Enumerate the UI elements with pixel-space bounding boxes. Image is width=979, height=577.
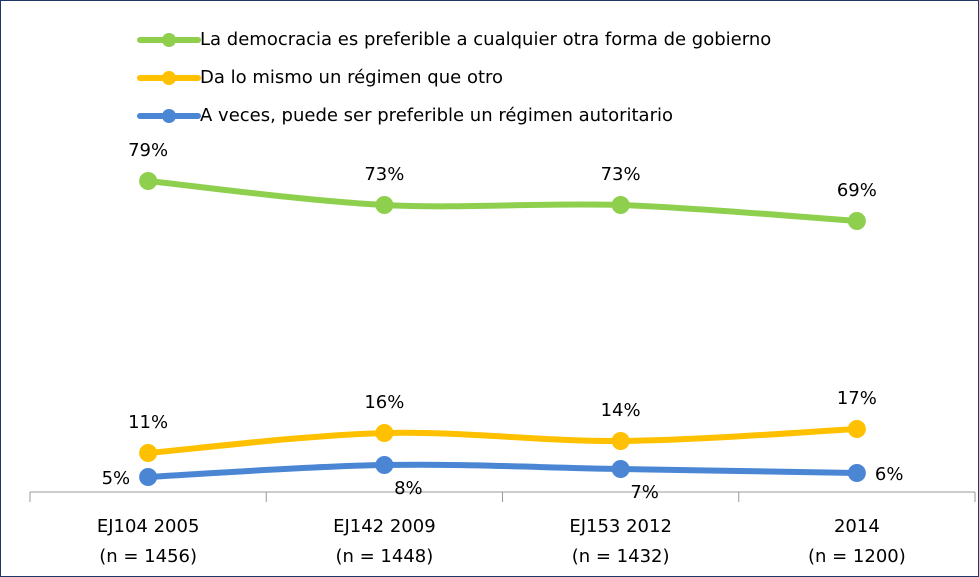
data-label: 73% [601,164,641,185]
legend-marker [162,33,176,47]
x-tick-label-line: (n = 1200) [808,546,906,567]
legend-label: Da lo mismo un régimen que otro [200,67,503,88]
legend-label: A veces, puede ser preferible un régimen… [200,105,673,126]
x-tick-label-line: EJ142 2009 [333,516,436,537]
data-label: 14% [601,400,641,421]
x-tick-label: EJ104 2005 (n = 1456) [97,516,200,567]
data-label: 6% [875,464,904,485]
point [375,424,394,442]
x-tick-label-line: 2014 [834,516,880,537]
legend-marker [162,71,176,85]
x-tick-label-line: (n = 1456) [99,546,197,567]
x-tick-label: 2014 (n = 1200) [808,516,906,567]
data-label: 73% [364,164,404,185]
legend-label: La democracia es preferible a cualquier … [200,29,771,50]
x-tick-label-line: (n = 1448) [335,546,433,567]
point [139,172,158,190]
data-label: 79% [128,140,168,161]
data-label: 16% [364,392,404,413]
point [611,460,630,478]
data-label: 11% [128,412,168,433]
series-line [145,426,860,456]
point [847,420,866,438]
data-label: 5% [102,468,131,489]
point [847,464,866,482]
legend-marker [162,109,176,123]
data-label: 8% [394,478,423,499]
series-line [145,178,860,224]
x-tick-label-line: (n = 1432) [572,546,670,567]
point [611,196,630,214]
series-line [145,461,860,480]
x-tick-label: EJ153 2012 (n = 1432) [569,516,672,567]
data-label: 69% [837,180,877,201]
point [611,432,630,450]
x-tick-label-line: EJ104 2005 [97,516,200,537]
point [139,444,158,462]
point [375,456,394,474]
x-tick-label: EJ142 2009 (n = 1448) [333,516,436,567]
x-tick-label-line: EJ153 2012 [569,516,672,537]
point [375,196,394,214]
point [139,468,158,486]
point [847,212,866,230]
data-label: 7% [630,482,659,503]
data-label: 17% [837,388,877,409]
